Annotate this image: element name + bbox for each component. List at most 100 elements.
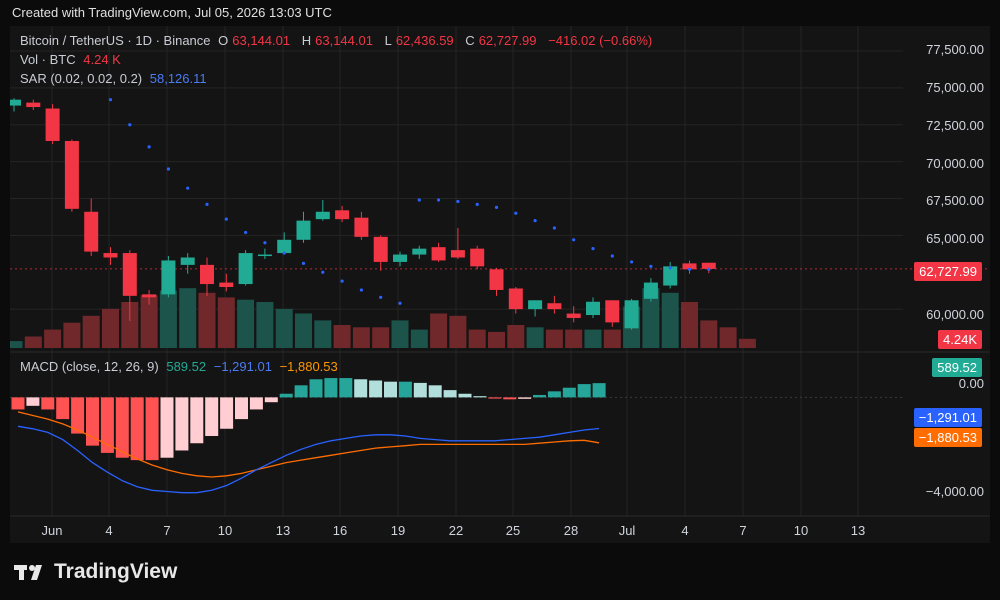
sar-dot: [707, 267, 711, 271]
volume-bar: [526, 327, 544, 348]
macd-histogram-bar: [130, 397, 144, 461]
sar-dot: [572, 238, 576, 242]
sar-dot: [263, 241, 267, 245]
price-axis-label: 75,000.00: [926, 80, 984, 95]
date-axis-label: Jul: [618, 523, 636, 538]
date-axis-label: 7: [739, 523, 747, 538]
signal-line: [17, 411, 600, 478]
candle-body: [605, 300, 620, 323]
sar-dot: [456, 199, 460, 204]
candle-body: [296, 220, 311, 240]
macd-histogram-bar: [100, 397, 114, 453]
open-label: O: [218, 33, 229, 48]
open-value: 63,144.01: [232, 33, 291, 48]
sar-dot: [340, 279, 344, 283]
volume-bar: [275, 308, 293, 348]
candle-body: [489, 269, 504, 290]
macd-histogram-bar: [324, 378, 338, 398]
candle-body: [528, 300, 543, 310]
macd-histogram-bar: [354, 379, 368, 398]
macd-histogram-bar: [205, 397, 219, 436]
sar-dot: [301, 261, 306, 265]
macd-histogram-bar: [577, 384, 591, 398]
macd-histogram-bar: [488, 397, 502, 399]
candle-body: [663, 266, 678, 286]
macd-histogram-bar: [458, 393, 472, 398]
sar-dot: [379, 295, 383, 299]
sar-dot: [224, 217, 228, 221]
candle-body: [354, 217, 369, 237]
date-axis-label: 10: [217, 523, 233, 538]
sar-label[interactable]: SAR (0.02, 0.02, 0.2): [20, 71, 143, 86]
date-axis-label: 4: [105, 523, 113, 538]
candle-body: [238, 253, 253, 285]
volume-bar: [10, 341, 23, 348]
volume-bar: [159, 290, 177, 348]
candle-body: [643, 282, 658, 299]
candle-body: [431, 247, 446, 261]
tradingview-logo[interactable]: TradingView: [14, 560, 177, 584]
candle-body: [373, 236, 388, 262]
sar-value: 58,126.11: [149, 71, 207, 86]
volume-bar: [82, 315, 100, 348]
sar-dot: [186, 186, 190, 190]
date-axis-label: 19: [390, 523, 406, 538]
volume-bar: [333, 325, 351, 348]
candle-body: [682, 263, 697, 270]
legend-sar-row: SAR (0.02, 0.02, 0.2) 58,126.11: [20, 71, 211, 86]
legend-ohlc-row: Bitcoin / TetherUS · 1D · Binance O 63,14…: [20, 33, 656, 48]
macd-histogram-bar: [413, 382, 427, 398]
chart-frame[interactable]: Bitcoin / TetherUS · 1D · Binance O 63,14…: [10, 26, 990, 543]
date-axis-label: 10: [793, 523, 809, 538]
macd-signal-value: −1,880.53: [279, 359, 338, 374]
date-axis-label: 13: [850, 523, 866, 538]
volume-bar: [372, 327, 390, 348]
macd-histogram-bar: [443, 390, 457, 398]
sar-dot: [244, 230, 248, 235]
date-axis-label: 13: [275, 523, 291, 538]
volume-bar: [24, 336, 42, 348]
price-axis-label: 72,500.00: [926, 118, 984, 133]
sar-dot: [166, 167, 170, 171]
macd-hist-value: 589.52: [166, 359, 207, 374]
macd-histogram-bar: [115, 397, 129, 458]
macd-label[interactable]: MACD (close, 12, 26, 9): [20, 359, 159, 374]
volume-bar: [179, 288, 197, 348]
close-label: C: [465, 33, 475, 48]
volume-label[interactable]: Vol · BTC: [20, 52, 76, 67]
date-axis-label: 28: [563, 523, 579, 538]
volume-bar: [545, 329, 563, 348]
macd-histogram-bar: [369, 380, 383, 398]
candle-body: [470, 248, 485, 267]
macd-histogram-bar: [86, 397, 99, 446]
macd-line: [17, 425, 600, 494]
high-value: 63,144.01: [315, 33, 373, 48]
volume-bar: [507, 325, 525, 348]
price-axis-label: 65,000.00: [926, 231, 984, 246]
volume-bar: [217, 297, 235, 348]
date-axis-label: Jun: [41, 523, 63, 538]
symbol-label[interactable]: Bitcoin / TetherUS · 1D · Binance: [20, 33, 211, 48]
legend-volume-row: Vol · BTC 4.24 K: [20, 52, 125, 67]
candle-body: [566, 313, 581, 318]
sar-dot: [552, 226, 557, 230]
volume-bar: [198, 292, 216, 348]
sar-dot: [494, 205, 499, 209]
candle-body: [257, 254, 272, 257]
macd-histogram-bar: [592, 383, 606, 398]
macd-axis-label: −4,000.00: [925, 484, 984, 499]
sar-dot: [398, 301, 402, 305]
macd-histogram-bar: [264, 397, 278, 403]
candle-body: [26, 102, 41, 108]
chart-canvas[interactable]: [10, 26, 990, 543]
macd-histogram-bar: [190, 397, 204, 444]
macd-histogram-bar: [41, 397, 55, 410]
created-with-text: Created with TradingView.com, Jul 05, 20…: [12, 5, 332, 20]
sar-dot: [649, 264, 653, 268]
volume-bar: [468, 329, 486, 348]
volume-bar: [642, 288, 660, 348]
date-axis-label: 16: [332, 523, 348, 538]
volume-bar: [256, 302, 274, 348]
volume-bar: [102, 308, 119, 348]
date-axis-label: 25: [505, 523, 521, 538]
